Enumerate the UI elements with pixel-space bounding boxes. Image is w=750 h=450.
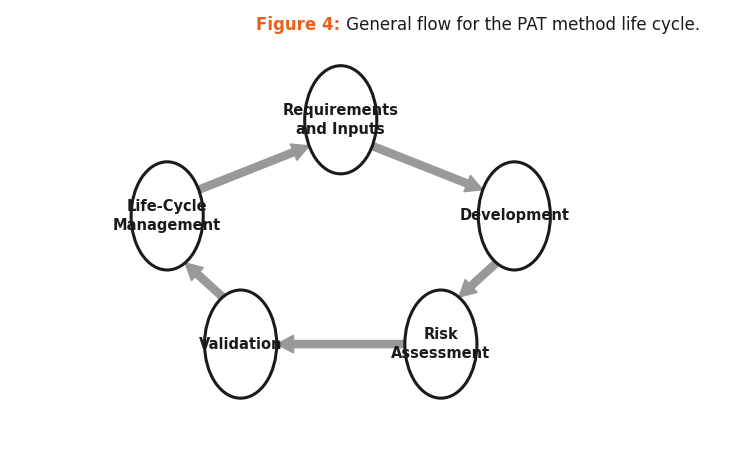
Ellipse shape xyxy=(478,162,550,270)
Text: Validation: Validation xyxy=(199,337,282,351)
Text: Requirements
and Inputs: Requirements and Inputs xyxy=(283,103,399,136)
Text: Life-Cycle
Management: Life-Cycle Management xyxy=(113,199,221,233)
Ellipse shape xyxy=(304,66,376,174)
FancyArrow shape xyxy=(197,144,309,193)
FancyArrow shape xyxy=(371,143,483,192)
Text: General flow for the PAT method life cycle.: General flow for the PAT method life cyc… xyxy=(340,16,700,34)
FancyArrow shape xyxy=(185,263,225,300)
Ellipse shape xyxy=(131,162,203,270)
Text: Development: Development xyxy=(459,208,569,223)
FancyArrow shape xyxy=(277,335,405,353)
Text: Risk
Assessment: Risk Assessment xyxy=(392,327,490,361)
Text: Figure 4:: Figure 4: xyxy=(256,16,340,34)
Ellipse shape xyxy=(205,290,277,398)
FancyArrow shape xyxy=(459,260,499,297)
Ellipse shape xyxy=(405,290,477,398)
